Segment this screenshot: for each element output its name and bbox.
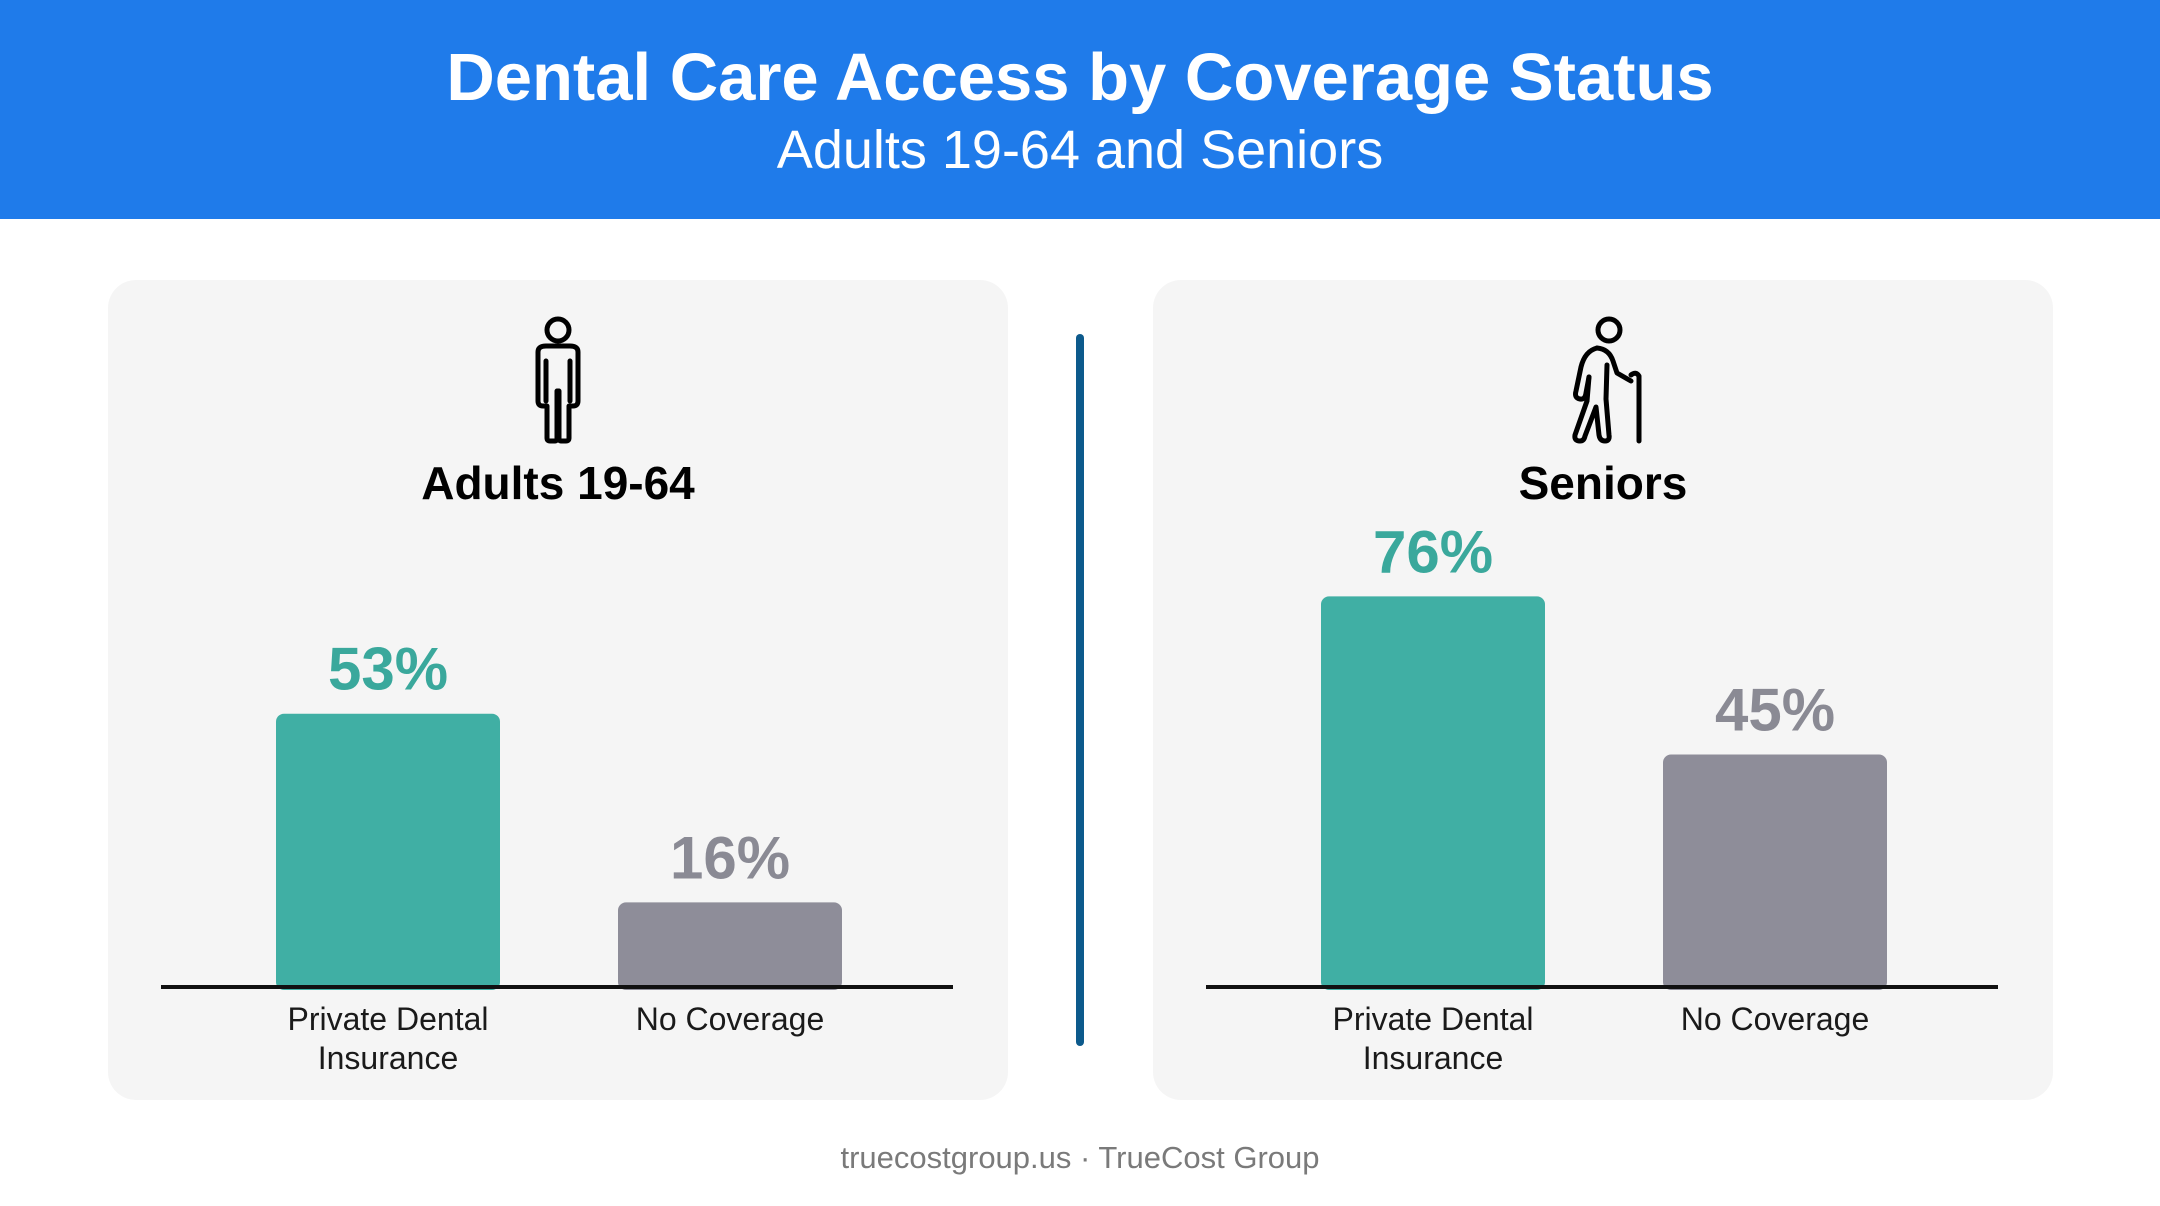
adults-category-label-no-coverage: No Coverage (636, 1001, 825, 1037)
footer-credit: truecostgroup.us · TrueCost Group (840, 1140, 1320, 1175)
seniors-category-label-private-dental-insurance: Insurance (1363, 1040, 1504, 1076)
adult-person-icon (535, 316, 581, 444)
adults-bar-private-dental-insurance (276, 713, 500, 990)
seniors-value-label-private-dental-insurance: 76% (1373, 518, 1493, 585)
seniors-value-label-no-coverage: 45% (1715, 677, 1835, 744)
seniors-chart-panel: Seniors 76% Private Dental Insurance 45% No … (1153, 280, 2053, 1100)
seniors-bar-no-coverage (1663, 754, 1887, 990)
adults-value-label-private-dental-insurance: 53% (328, 636, 448, 703)
adults-chart-panel: Adults 19-64 53% Private Dental Insurance 1… (108, 280, 1008, 1100)
seniors-category-label-no-coverage: No Coverage (1681, 1001, 1870, 1037)
adults-value-label-no-coverage: 16% (670, 824, 790, 891)
senior-with-cane-icon (1572, 316, 1642, 444)
panel-divider (1076, 334, 1084, 1046)
page-title: Dental Care Access by Coverage Status (446, 40, 1714, 115)
adults-panel-title: Adults 19-64 (421, 457, 695, 509)
page-subtitle: Adults 19-64 and Seniors (776, 120, 1384, 180)
adults-category-label-private-dental-insurance: Insurance (318, 1040, 459, 1076)
seniors-category-label-private-dental-insurance: Private Dental (1333, 1001, 1534, 1037)
adults-category-label-private-dental-insurance: Private Dental (288, 1001, 489, 1037)
header-banner: Dental Care Access by Coverage Status Ad… (0, 0, 2160, 219)
adults-bar-no-coverage (618, 902, 842, 990)
seniors-bar-private-dental-insurance (1321, 596, 1545, 990)
seniors-panel-title: Seniors (1518, 457, 1688, 509)
